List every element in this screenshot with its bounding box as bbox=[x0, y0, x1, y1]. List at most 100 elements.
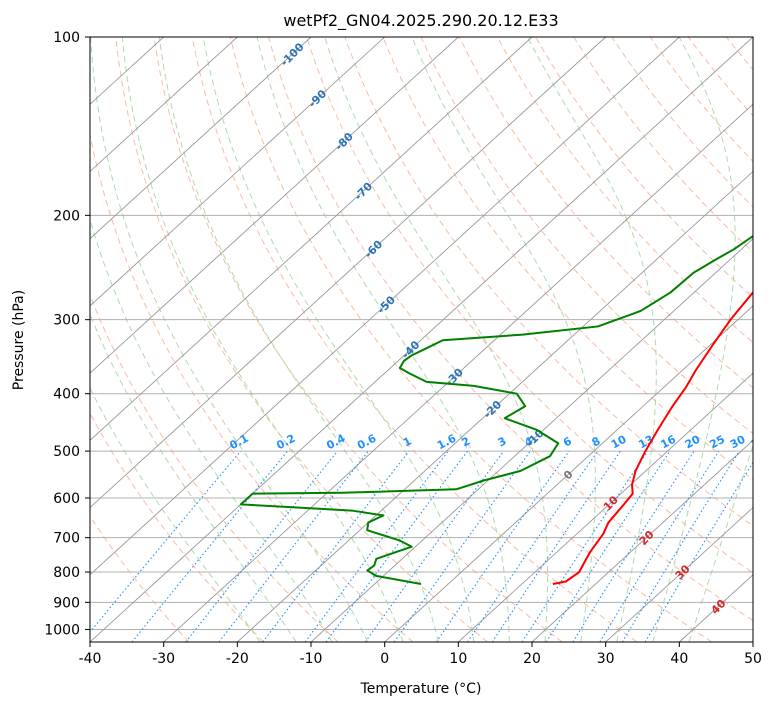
isotherm-line bbox=[605, 506, 753, 642]
mixing-ratio-line bbox=[364, 450, 505, 642]
mixing-ratio-line bbox=[131, 450, 289, 642]
moist-adiabat bbox=[121, 37, 404, 642]
mixing-ratio-label: 25 bbox=[707, 433, 727, 452]
x-tick-label: 40 bbox=[670, 651, 688, 667]
moist-adiabat bbox=[90, 37, 369, 642]
dry-adiabat bbox=[765, 37, 775, 642]
x-tick-label: -10 bbox=[300, 651, 323, 667]
dry-adiabat bbox=[90, 131, 414, 642]
mixing-ratio-label: 0.1 bbox=[227, 432, 250, 453]
moist-adiabat bbox=[90, 386, 261, 642]
dry-adiabat bbox=[90, 412, 264, 642]
mixing-ratio-line bbox=[218, 450, 369, 642]
mixing-ratio-label: 6 bbox=[561, 434, 574, 449]
x-axis-title: Temperature (°C) bbox=[360, 681, 482, 697]
mixing-ratio-line bbox=[599, 450, 720, 642]
mixing-ratio-line bbox=[185, 450, 338, 642]
mixing-ratio-label: 16 bbox=[658, 433, 678, 452]
y-tick-label: 300 bbox=[53, 313, 80, 329]
x-tick-label: 10 bbox=[449, 651, 467, 667]
y-tick-label: 900 bbox=[53, 595, 80, 611]
moist-adiabat bbox=[411, 37, 596, 642]
mixing-ratio-label: 8 bbox=[590, 434, 603, 449]
mixing-ratio-label: 3 bbox=[496, 434, 509, 449]
plot-frame bbox=[89, 36, 754, 643]
chart-title: wetPf2_GN04.2025.290.20.12.E33 bbox=[283, 11, 558, 31]
mixing-ratio-line bbox=[621, 450, 740, 642]
y-tick-label: 200 bbox=[53, 208, 80, 224]
isotherm-line bbox=[531, 439, 753, 642]
isotherm-line bbox=[752, 641, 753, 642]
mixing-ratio-line bbox=[325, 450, 468, 642]
dry-adiabat bbox=[153, 37, 563, 642]
mixing-ratio-line bbox=[491, 450, 621, 642]
isotherm-line bbox=[458, 372, 753, 642]
mixing-ratio-line bbox=[435, 450, 570, 642]
y-tick-label: 400 bbox=[53, 387, 80, 403]
y-tick-label: 800 bbox=[53, 565, 80, 581]
dry-adiabat bbox=[191, 37, 638, 642]
mixing-ratio-line bbox=[393, 450, 531, 642]
dry-adiabat bbox=[420, 37, 753, 435]
mixing-ratio-label: 36 bbox=[749, 433, 769, 452]
isotherm-line bbox=[90, 37, 680, 576]
dry-adiabat bbox=[344, 37, 753, 527]
isotherm-line bbox=[90, 37, 753, 642]
dry-adiabat bbox=[496, 37, 753, 344]
mixing-ratio-label: 0.2 bbox=[274, 432, 297, 453]
mixing-ratio-label: 20 bbox=[683, 433, 703, 452]
mixing-ratio-label: 13 bbox=[636, 433, 656, 452]
isotherm-line bbox=[90, 37, 312, 240]
dry-adiabat bbox=[573, 37, 753, 253]
isotherm-line bbox=[90, 37, 459, 374]
moist-adiabat bbox=[324, 37, 549, 642]
mixing-ratio-line bbox=[90, 450, 242, 633]
mixing-ratio-line bbox=[545, 450, 671, 642]
mixing-ratio-line bbox=[304, 450, 449, 642]
mixing-ratio-line bbox=[262, 450, 410, 642]
mixing-ratio-line bbox=[572, 450, 695, 642]
x-tick-label: -40 bbox=[79, 651, 102, 667]
moist-adiabat bbox=[652, 37, 736, 642]
isotherm-line bbox=[237, 170, 753, 642]
y-tick-label: 500 bbox=[53, 444, 80, 460]
dewpoint-profile-line bbox=[239, 234, 753, 585]
temperature-profile-line bbox=[552, 291, 753, 585]
dry-adiabat bbox=[268, 37, 753, 622]
moist-adiabat bbox=[202, 37, 475, 642]
y-tick-label: 1000 bbox=[44, 622, 80, 638]
x-tick-label: 30 bbox=[597, 651, 615, 667]
mixing-ratio-label: 1.6 bbox=[435, 432, 459, 453]
x-tick-label: 0 bbox=[380, 651, 389, 667]
x-tick-label: -20 bbox=[226, 651, 249, 667]
isotherm-line bbox=[90, 37, 385, 307]
dry-adiabat bbox=[115, 37, 488, 642]
moist-adiabat bbox=[90, 217, 333, 642]
moist-adiabat bbox=[688, 443, 753, 642]
dry-adiabat bbox=[306, 37, 753, 574]
y-tick-label: 700 bbox=[53, 531, 80, 547]
mixing-ratio-label: 10 bbox=[609, 433, 629, 452]
x-tick-label: 50 bbox=[744, 651, 762, 667]
isotherm-line bbox=[90, 37, 533, 441]
isotherm-line bbox=[90, 37, 238, 173]
dry-adiabat bbox=[90, 515, 190, 642]
moist-adiabat bbox=[158, 37, 439, 642]
mixing-ratio-label: 30 bbox=[728, 433, 748, 452]
mixing-ratio-line bbox=[521, 450, 649, 642]
dry-adiabat bbox=[535, 37, 753, 298]
dry-adiabat bbox=[649, 37, 753, 163]
mixing-ratio-label: 1 bbox=[401, 434, 414, 449]
y-tick-label: 600 bbox=[53, 491, 80, 507]
y-tick-label: 100 bbox=[53, 30, 80, 46]
isotherm-line bbox=[310, 238, 753, 642]
dry-adiabat bbox=[687, 37, 753, 117]
x-tick-label: 20 bbox=[523, 651, 541, 667]
isotherm-line bbox=[163, 103, 753, 642]
dry-adiabat bbox=[611, 37, 753, 208]
dry-adiabat bbox=[725, 37, 753, 71]
isotherm-line bbox=[90, 37, 606, 509]
axis-ticks: -40 -30 -20 -10 0 10 20 30 40 5010020030040050060… bbox=[44, 30, 762, 667]
y-axis-title: Pressure (hPa) bbox=[11, 290, 27, 390]
